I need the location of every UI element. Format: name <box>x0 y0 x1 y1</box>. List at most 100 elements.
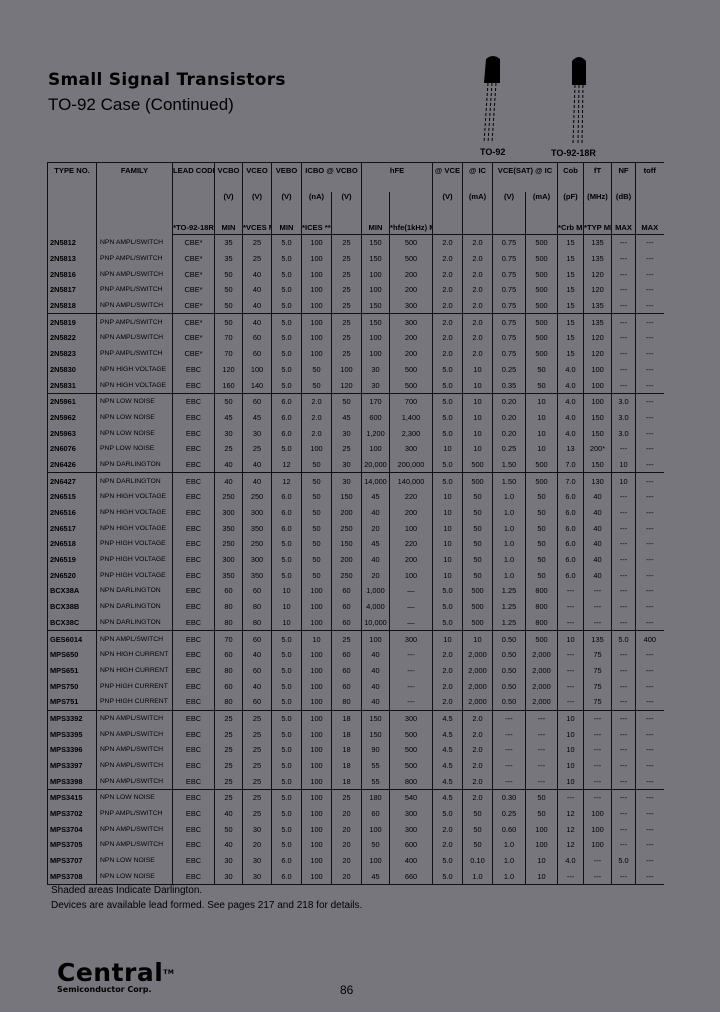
cell: 120 <box>583 345 612 362</box>
cell: --- <box>635 598 664 615</box>
cell: 0.25 <box>492 805 526 822</box>
cell: 40 <box>583 489 612 505</box>
cell: 5.0 <box>271 693 302 711</box>
cell: --- <box>635 456 664 474</box>
cell: 100 <box>301 693 332 711</box>
family: NPN AMPL/SWITCH <box>96 821 173 838</box>
cell: 45 <box>361 536 390 552</box>
cell: EBC <box>172 598 215 615</box>
cell: 4.0 <box>557 425 584 441</box>
cell: 2,000 <box>524 693 558 711</box>
cell: 40 <box>361 551 390 568</box>
cell: 150 <box>361 710 390 727</box>
cell: 10 <box>301 630 332 647</box>
cell: 40 <box>361 678 390 694</box>
cell: 2,000 <box>462 678 493 694</box>
cell: --- <box>635 361 664 378</box>
type-number: 2N6519 <box>47 551 97 568</box>
cell: 1.50 <box>492 456 526 474</box>
cell: 130 <box>583 472 612 489</box>
cell: 2.0 <box>432 693 463 711</box>
cell: EBC <box>172 837 215 853</box>
cell: --- <box>557 678 584 694</box>
column-header: TYPE NO. <box>47 162 97 235</box>
note-darlington: Shaded areas Indicate Darlington. <box>51 885 203 896</box>
table-row: BCX38B NPN DARLINGTON EBC 80 80 10 100 60 4,000—… <box>47 598 664 615</box>
cell: 6.0 <box>271 393 302 410</box>
cell: 1.25 <box>492 598 526 615</box>
cell: 15 <box>557 234 584 251</box>
cell: 3.0 <box>611 393 636 410</box>
cell: 100 <box>301 662 332 679</box>
page-number: 86 <box>340 983 354 997</box>
cell: 0.20 <box>492 425 526 441</box>
table-row: 2N5962 NPN LOW NOISE EBC 45 45 6.0 2.0 45 600 1,4… <box>47 409 664 426</box>
cell: 5.0 <box>271 297 302 315</box>
cell: 14,000 <box>361 472 390 489</box>
column-unit <box>361 192 390 210</box>
cell: 10 <box>432 489 463 505</box>
cell: 2.0 <box>462 266 493 283</box>
column-unit <box>389 192 433 210</box>
table-row: MPS3392 NPN AMPL/SWITCH EBC 25 25 5.0 100 18 150… <box>47 710 664 727</box>
cell: 50 <box>462 520 493 537</box>
cell: 6.0 <box>557 536 584 552</box>
column-unit: (mA) <box>462 192 493 210</box>
cell: 100 <box>331 361 362 378</box>
cell: --- <box>611 726 636 742</box>
column-subheader: MAX <box>635 210 664 235</box>
cell: --- <box>611 805 636 822</box>
cell: 60 <box>361 805 390 822</box>
cell: 40 <box>242 472 272 489</box>
cell: 100 <box>301 852 332 869</box>
cell: 150 <box>361 250 390 267</box>
cell: 50 <box>524 520 558 537</box>
cell: 100 <box>301 805 332 822</box>
cell: 0.75 <box>492 266 526 283</box>
cell: 60 <box>242 330 272 346</box>
cell: 50 <box>301 361 332 378</box>
cell: 15 <box>557 330 584 346</box>
cell: 100 <box>301 345 332 362</box>
cell: 500 <box>389 742 433 758</box>
column-unit: (V) <box>242 192 272 210</box>
column-unit: (MHz) <box>583 192 612 210</box>
cell: 12 <box>271 456 302 474</box>
cell: 2.0 <box>432 234 463 251</box>
to92-18r-package-image <box>572 57 586 144</box>
cell: 10 <box>271 598 302 615</box>
cell: 10 <box>611 472 636 489</box>
cell: 100 <box>389 520 433 537</box>
cell: 60 <box>242 393 272 410</box>
family: NPN HIGH CURRENT <box>96 646 173 663</box>
cell: 2.0 <box>462 297 493 315</box>
cell: 100 <box>524 837 558 853</box>
cell: 10 <box>271 614 302 632</box>
cell: 2.0 <box>432 330 463 346</box>
cell: --- <box>635 757 664 774</box>
cell: 100 <box>301 440 332 457</box>
type-number: 2N6520 <box>47 567 97 584</box>
cell: 50 <box>524 489 558 505</box>
cell: 10 <box>524 440 558 457</box>
column-header: hFE <box>361 162 433 192</box>
cell: 10 <box>462 393 493 410</box>
cell: 10 <box>557 773 584 791</box>
cell: 30 <box>331 472 362 489</box>
family: NPN HIGH CURRENT <box>96 662 173 679</box>
table-row: GES6014 NPN AMPL/SWITCH EBC 70 60 5.0 10 25 100 3… <box>47 630 664 647</box>
cell: 150 <box>331 489 362 505</box>
cell: 30 <box>214 852 243 869</box>
cell: 10 <box>271 583 302 599</box>
cell: 0.75 <box>492 250 526 267</box>
cell: 55 <box>361 757 390 774</box>
cell: 100 <box>524 821 558 838</box>
cell: 140 <box>242 377 272 394</box>
table-row: 2N5831 NPN HIGH VOLTAGE EBC 160 140 5.0 50 120 3… <box>47 377 664 394</box>
cell: 20 <box>242 837 272 853</box>
cell: 1.0 <box>492 868 526 886</box>
type-number: MPS3704 <box>47 821 97 838</box>
cell: 200 <box>389 282 433 298</box>
table-row: BCX38A NPN DARLINGTON EBC 60 60 10 100 60 1,000—… <box>47 583 664 599</box>
cell: --- <box>583 726 612 742</box>
